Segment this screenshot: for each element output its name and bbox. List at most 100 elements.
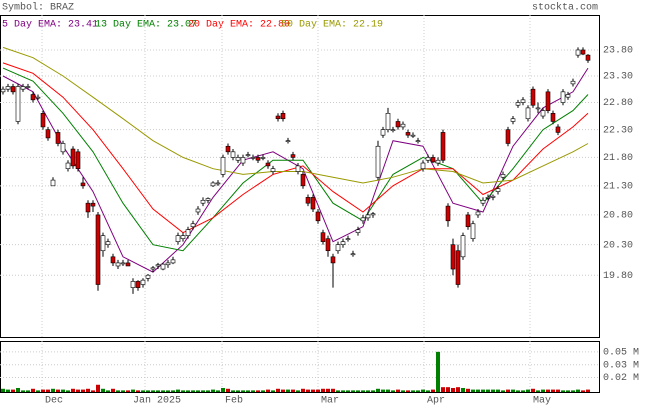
candle-body xyxy=(480,199,486,204)
volume-bar xyxy=(201,390,205,392)
volume-bar xyxy=(521,390,525,392)
volume-bar xyxy=(486,389,490,392)
candle-body xyxy=(280,113,286,120)
volume-bar xyxy=(71,388,75,392)
candle-body xyxy=(15,86,21,122)
candle-body xyxy=(10,86,16,93)
volume-bar xyxy=(551,389,555,392)
volume-bar xyxy=(356,390,360,392)
candle-body xyxy=(35,96,41,99)
volume-bar xyxy=(471,389,475,392)
volume-bar xyxy=(96,384,100,392)
volume-bar xyxy=(386,389,390,392)
candle-body xyxy=(440,132,446,161)
candle-body xyxy=(320,232,326,242)
candle-body xyxy=(285,140,291,142)
volume-bar xyxy=(26,390,30,392)
candle-body xyxy=(505,129,511,144)
volume-bar xyxy=(361,390,365,392)
candle-body xyxy=(525,107,531,120)
volume-bar xyxy=(301,388,305,392)
y-tick-label: 21.30 xyxy=(603,181,633,192)
candle-body xyxy=(130,281,136,288)
volume-bar xyxy=(106,390,110,392)
volume-bar xyxy=(581,390,585,392)
volume-bar xyxy=(56,389,60,392)
volume-bar xyxy=(346,390,350,392)
candle-body xyxy=(455,250,461,285)
volume-bar xyxy=(191,390,195,392)
volume-bar xyxy=(526,389,530,392)
candle-body xyxy=(245,154,251,156)
volume-bar xyxy=(311,389,315,392)
candle-body xyxy=(215,182,221,185)
x-tick-label: Feb xyxy=(225,395,243,406)
candle-body xyxy=(545,91,551,111)
candle-body xyxy=(290,154,296,158)
volume-bar xyxy=(111,388,115,392)
candle-body xyxy=(145,274,151,279)
candle-body xyxy=(5,86,11,90)
candle-body xyxy=(350,253,356,256)
volume-bar xyxy=(411,390,415,392)
volume-bar xyxy=(11,389,15,392)
candle-body xyxy=(270,168,276,172)
candle-body xyxy=(0,88,6,93)
candle-body xyxy=(190,223,196,228)
volume-bar xyxy=(481,389,485,392)
volume-bar xyxy=(276,388,280,392)
volume-bar xyxy=(261,390,265,392)
legend-entry: 5 Day EMA: 23.41 xyxy=(2,20,98,31)
candle-body xyxy=(105,241,111,245)
candle-body xyxy=(65,162,71,170)
volume-bar xyxy=(266,389,270,392)
candle-body xyxy=(500,174,506,178)
candle-body xyxy=(340,241,346,245)
volume-bar xyxy=(91,390,95,392)
candle-body xyxy=(210,182,216,187)
candle-body xyxy=(575,49,581,56)
volume-bar xyxy=(531,388,535,392)
volume-bar xyxy=(236,390,240,392)
candle-body xyxy=(325,238,331,252)
candle-body xyxy=(60,143,66,153)
candle-body xyxy=(30,94,36,101)
candle-body xyxy=(515,102,521,106)
volume-bar xyxy=(441,387,445,392)
chart-title: Symbol: BRAZ xyxy=(2,2,74,14)
candle-body xyxy=(135,281,141,288)
candle-body xyxy=(75,151,81,170)
ema-line xyxy=(2,62,589,234)
candle-body xyxy=(205,198,211,201)
x-tick-label: Jan 2025 xyxy=(133,396,181,406)
candle-body xyxy=(305,197,311,204)
volume-bar xyxy=(436,351,440,392)
volume-bar xyxy=(256,390,260,392)
volume-bar xyxy=(156,390,160,392)
y-tick-label: 22.80 xyxy=(603,98,633,109)
candle-body xyxy=(315,211,321,222)
volume-bar xyxy=(406,390,410,392)
candle-body xyxy=(445,205,451,222)
candle-body xyxy=(80,182,86,187)
candle-body xyxy=(400,123,406,128)
candle-body xyxy=(255,157,261,161)
candle-body xyxy=(115,262,121,267)
volume-bar xyxy=(66,390,70,392)
volume-bar xyxy=(426,390,430,392)
volume-bar xyxy=(316,389,320,392)
candle-body xyxy=(485,197,491,199)
x-tick-label: May xyxy=(533,396,551,406)
volume-bar xyxy=(246,390,250,392)
candle-body xyxy=(420,162,426,170)
candle-body xyxy=(565,94,571,98)
candle-body xyxy=(120,262,126,265)
volume-bar xyxy=(166,390,170,392)
volume-bar xyxy=(51,388,55,392)
candle-body xyxy=(240,157,246,164)
y-tick-label: 22.30 xyxy=(603,125,633,136)
candle-body xyxy=(85,202,91,213)
candle-body xyxy=(510,118,516,122)
volume-bar xyxy=(381,389,385,392)
volume-bar xyxy=(396,389,400,392)
